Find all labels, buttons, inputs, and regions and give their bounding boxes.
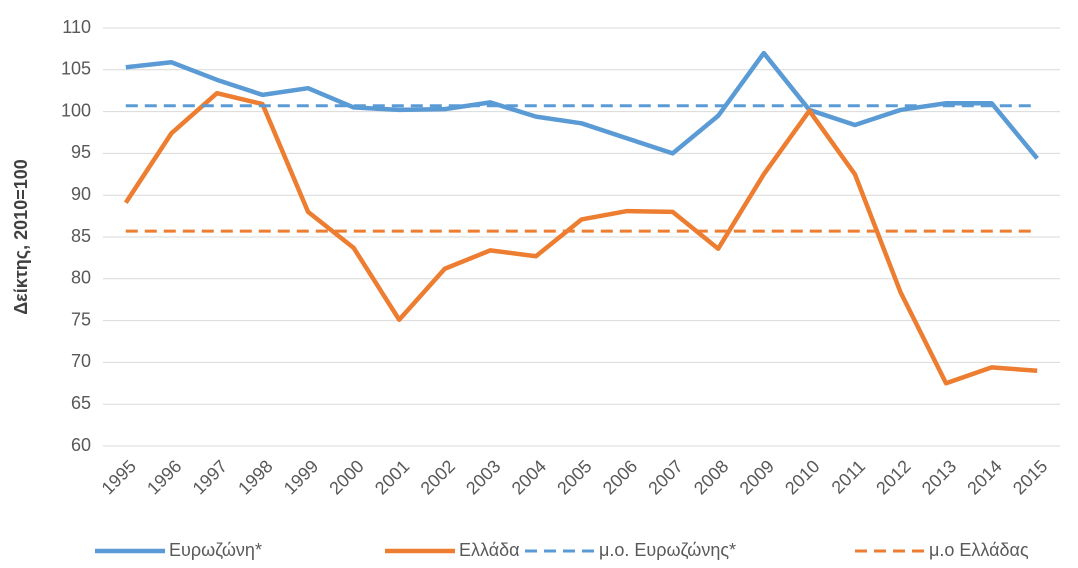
- x-tick-label: 1996: [143, 456, 185, 498]
- y-tick-label: 65: [71, 393, 91, 413]
- x-tick-label: 1997: [189, 456, 231, 498]
- x-tick-label: 1999: [280, 456, 322, 498]
- y-axis-label: Δείκτης, 2010=100: [11, 159, 31, 315]
- x-tick-label: 2001: [371, 456, 413, 498]
- legend-label: Ευρωζώνη*: [169, 540, 262, 560]
- x-tick-label: 2008: [690, 456, 732, 498]
- x-tick-label: 2015: [1009, 456, 1051, 498]
- y-tick-label: 70: [71, 351, 91, 371]
- x-tick-label: 1998: [234, 456, 276, 498]
- y-tick-label: 60: [71, 435, 91, 455]
- y-tick-label: 80: [71, 268, 91, 288]
- y-tick-label: 100: [61, 100, 91, 120]
- x-tick-label: 2012: [872, 456, 914, 498]
- y-tick-label: 110: [62, 17, 91, 37]
- x-tick-label: 2011: [828, 456, 870, 498]
- x-tick-label: 2013: [918, 456, 960, 498]
- y-tick-label: 105: [61, 59, 91, 79]
- series-line: [123, 90, 1038, 386]
- x-tick-label: 2007: [644, 456, 686, 498]
- x-tick-label: 1995: [98, 456, 140, 498]
- legend-label: Ελλάδα: [459, 540, 520, 560]
- series-line: [125, 50, 1039, 160]
- x-tick-label: 2005: [553, 456, 595, 498]
- y-tick-label: 95: [71, 142, 91, 162]
- x-tick-label: 2009: [736, 456, 778, 498]
- y-tick-label: 90: [71, 184, 91, 204]
- x-tick-label: 2000: [325, 456, 367, 498]
- y-tick-label: 75: [71, 309, 91, 329]
- legend-label: μ.ο. Ευρωζώνης*: [599, 540, 736, 560]
- x-tick-label: 2010: [781, 456, 823, 498]
- x-tick-label: 2006: [599, 456, 641, 498]
- x-tick-label: 2004: [508, 456, 550, 498]
- x-tick-label: 2014: [963, 456, 1005, 498]
- x-tick-label: 2002: [417, 456, 459, 498]
- legend-label: μ.ο Ελλάδας: [929, 540, 1029, 560]
- x-tick-label: 2003: [462, 456, 504, 498]
- y-tick-label: 85: [71, 226, 91, 246]
